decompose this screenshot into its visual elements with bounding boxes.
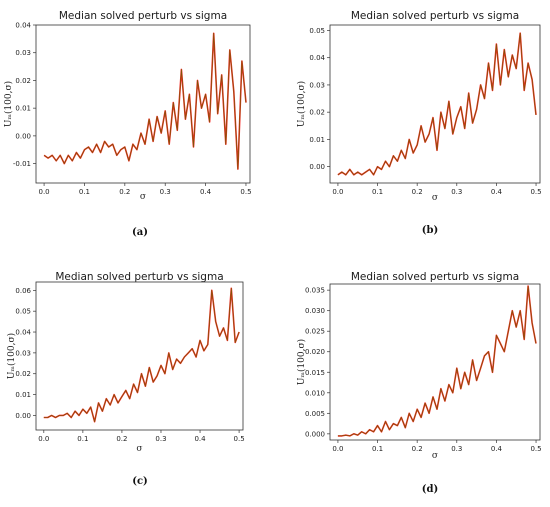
y-tick-label: 0.00 xyxy=(309,163,325,171)
y-tick-label: 0.04 xyxy=(309,54,325,62)
y-tick-label: 0.01 xyxy=(309,136,325,144)
x-tick-label: 0.4 xyxy=(491,445,503,453)
series-line-brown xyxy=(337,285,537,437)
series-line-red xyxy=(43,32,247,170)
y-axis-label: Uₘ(100,σ) xyxy=(296,339,307,385)
panel-caption: (b) xyxy=(422,225,438,236)
chart-panel-d: Median solved perturb vs sigma 0.0 0.1 0.2 0… xyxy=(296,271,542,495)
y-tick-label: 0.04 xyxy=(15,22,31,30)
plot-frame xyxy=(35,281,244,431)
series-line-brown xyxy=(43,32,247,170)
y-tick-label: 0.030 xyxy=(305,307,325,315)
series-line-red xyxy=(337,32,537,176)
panel-caption: (d) xyxy=(422,484,438,495)
x-tick-label: 0.0 xyxy=(38,435,49,443)
x-axis-label: σ xyxy=(140,192,146,202)
y-tick-label: 0.05 xyxy=(309,27,325,35)
x-tick-label: 0.2 xyxy=(119,188,130,196)
panel-caption: (c) xyxy=(132,476,148,487)
x-tick-label: 0.4 xyxy=(194,435,206,443)
x-tick-label: 0.1 xyxy=(372,188,383,196)
chart-title: Median solved perturb vs sigma xyxy=(55,271,223,283)
y-tick-label: 0.020 xyxy=(305,348,325,356)
series-line-red xyxy=(43,287,240,423)
chart-title: Median solved perturb vs sigma xyxy=(351,10,519,22)
y-tick-label: 0.03 xyxy=(15,49,31,57)
x-tick-label: 0.1 xyxy=(79,188,90,196)
y-tick-label: 0.03 xyxy=(15,349,31,357)
x-tick-label: 0.4 xyxy=(200,188,212,196)
x-tick-label: 0.3 xyxy=(451,445,462,453)
series-line-brown xyxy=(43,287,240,423)
y-tick-label: 0.00 xyxy=(15,412,31,420)
y-tick-label: -0.01 xyxy=(13,160,31,168)
x-axis-label: σ xyxy=(432,193,438,203)
y-tick-label: 0.01 xyxy=(15,391,31,399)
plot-frame xyxy=(35,24,251,184)
chart-panel-c: Median solved perturb vs sigma 0.0 0.1 0.2 0… xyxy=(6,271,245,487)
x-axis-label: σ xyxy=(136,444,142,454)
y-tick-label: 0.025 xyxy=(305,328,325,336)
x-tick-label: 0.1 xyxy=(77,435,88,443)
series-line-brown xyxy=(337,32,537,176)
x-tick-label: 0.1 xyxy=(372,445,383,453)
y-tick-label: 0.010 xyxy=(305,389,325,397)
y-tick-label: 0.02 xyxy=(15,370,31,378)
x-tick-label: 0.2 xyxy=(116,435,127,443)
y-axis-label: Uₘ(100,σ) xyxy=(6,333,17,379)
y-tick-label: 0.06 xyxy=(15,287,31,295)
x-tick-label: 0.0 xyxy=(39,188,50,196)
x-tick-label: 0.4 xyxy=(491,188,503,196)
x-tick-label: 0.3 xyxy=(160,188,171,196)
x-tick-label: 0.0 xyxy=(332,188,343,196)
x-tick-label: 0.2 xyxy=(412,445,423,453)
x-axis-label: σ xyxy=(432,451,438,461)
plot-frame xyxy=(329,283,541,441)
x-tick-label: 0.5 xyxy=(530,188,541,196)
chart-title: Median solved perturb vs sigma xyxy=(351,271,519,283)
y-tick-label: 0.02 xyxy=(309,109,325,117)
y-axis-label: Uₘ(100,σ) xyxy=(3,81,14,127)
x-tick-label: 0.5 xyxy=(234,435,245,443)
y-tick-label: 0.02 xyxy=(15,77,31,85)
chart-panel-a: Median solved perturb vs sigma 0.0 0.1 0.2 0… xyxy=(3,10,252,238)
y-axis-label: Uₘ(100,σ) xyxy=(296,81,307,127)
x-tick-label: 0.2 xyxy=(412,188,423,196)
chart-panel-b: Median solved perturb vs sigma 0.0 0.1 0.2 0… xyxy=(296,10,542,236)
y-tick-label: 0.01 xyxy=(15,105,31,113)
x-tick-label: 0.5 xyxy=(530,445,541,453)
x-tick-label: 0.3 xyxy=(451,188,462,196)
y-tick-label: 0.03 xyxy=(309,81,325,89)
x-tick-label: 0.3 xyxy=(155,435,166,443)
x-tick-label: 0.0 xyxy=(332,445,343,453)
y-tick-label: 0.04 xyxy=(15,329,31,337)
x-tick-label: 0.5 xyxy=(240,188,251,196)
plot-frame xyxy=(329,24,541,184)
y-tick-label: 0.015 xyxy=(305,369,325,377)
y-tick-label: 0.05 xyxy=(15,308,31,316)
chart-title: Median solved perturb vs sigma xyxy=(59,10,227,22)
y-tick-label: 0.00 xyxy=(15,132,31,140)
series-line-red xyxy=(337,285,537,437)
y-tick-label: 0.035 xyxy=(305,287,325,295)
y-tick-label: 0.005 xyxy=(305,410,325,418)
y-tick-label: 0.000 xyxy=(305,430,325,438)
panel-caption: (a) xyxy=(132,227,148,238)
